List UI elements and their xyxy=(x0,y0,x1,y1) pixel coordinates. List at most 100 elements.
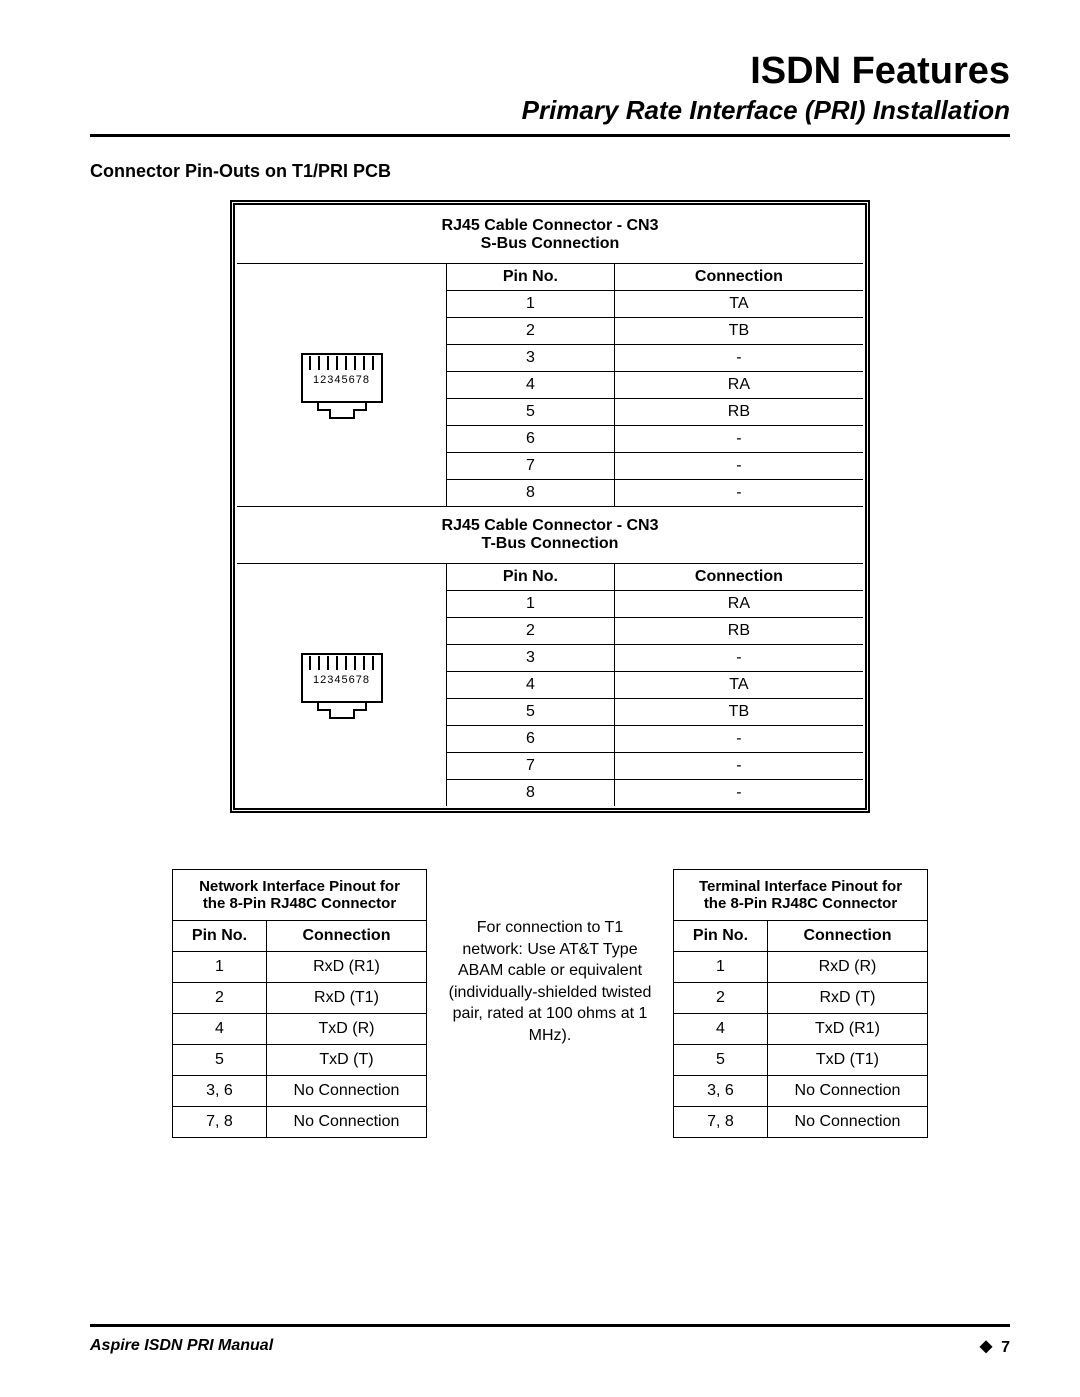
table-cell: 8 xyxy=(447,780,614,807)
terminal-interface-table: Terminal Interface Pinout for the 8-Pin … xyxy=(673,869,928,1138)
table-cell: - xyxy=(614,453,863,480)
table-cell: 3 xyxy=(447,345,614,372)
rj45-pin-numbers: 12345678 xyxy=(296,674,388,686)
net-col-pin: Pin No. xyxy=(173,921,267,952)
sbus-icon-cell: 12345678 xyxy=(237,264,447,506)
table-cell: RxD (R) xyxy=(767,952,927,983)
table-cell: 7 xyxy=(447,753,614,780)
table-cell: 4 xyxy=(173,1014,267,1045)
table-cell: 1 xyxy=(173,952,267,983)
tbus-col-conn: Connection xyxy=(614,564,863,591)
tbus-title-line1: RJ45 Cable Connector - CN3 xyxy=(442,517,659,534)
table-cell: - xyxy=(614,780,863,807)
table-cell: No Connection xyxy=(767,1076,927,1107)
table-cell: - xyxy=(614,480,863,507)
table-cell: 1 xyxy=(447,591,614,618)
term-col-conn: Connection xyxy=(767,921,927,952)
table-cell: TxD (R) xyxy=(266,1014,426,1045)
table-cell: RA xyxy=(614,591,863,618)
table-cell: RB xyxy=(614,399,863,426)
diamond-icon: ◆ xyxy=(980,1336,992,1356)
tbus-icon-cell: 12345678 xyxy=(237,564,447,806)
table-cell: 6 xyxy=(447,426,614,453)
table-cell: - xyxy=(614,426,863,453)
table-cell: RxD (T) xyxy=(767,983,927,1014)
rj45-icon: 12345678 xyxy=(296,648,388,722)
table-cell: RA xyxy=(614,372,863,399)
tbus-title-line2: T-Bus Connection xyxy=(482,535,619,552)
table-cell: RxD (R1) xyxy=(266,952,426,983)
net-col-conn: Connection xyxy=(266,921,426,952)
sbus-title: RJ45 Cable Connector - CN3 S-Bus Connect… xyxy=(237,207,863,264)
table-cell: RxD (T1) xyxy=(266,983,426,1014)
table-cell: 4 xyxy=(447,372,614,399)
table-cell: 3, 6 xyxy=(173,1076,267,1107)
table-cell: 7, 8 xyxy=(173,1107,267,1138)
page-title: ISDN Features xyxy=(90,50,1010,93)
table-cell: No Connection xyxy=(266,1076,426,1107)
sbus-col-conn: Connection xyxy=(614,264,863,291)
table-cell: - xyxy=(614,726,863,753)
tbus-data-table: Pin No. Connection 1RA 2RB 3- 4TA 5TB 6-… xyxy=(447,564,863,806)
table-cell: 2 xyxy=(447,318,614,345)
table-cell: 1 xyxy=(674,952,768,983)
tbus-title: RJ45 Cable Connector - CN3 T-Bus Connect… xyxy=(237,506,863,564)
table-cell: - xyxy=(614,753,863,780)
cn3-tables: RJ45 Cable Connector - CN3 S-Bus Connect… xyxy=(230,200,870,813)
table-cell: 7 xyxy=(447,453,614,480)
table-cell: 4 xyxy=(674,1014,768,1045)
table-cell: 2 xyxy=(447,618,614,645)
table-cell: 6 xyxy=(447,726,614,753)
table-cell: TxD (T1) xyxy=(767,1045,927,1076)
network-interface-table: Network Interface Pinout for the 8-Pin R… xyxy=(172,869,427,1138)
cn3-outer-table: RJ45 Cable Connector - CN3 S-Bus Connect… xyxy=(230,200,870,813)
table-cell: No Connection xyxy=(266,1107,426,1138)
terminal-table-title: Terminal Interface Pinout for the 8-Pin … xyxy=(674,870,928,921)
net-title-l2: the 8-Pin RJ48C Connector xyxy=(203,895,396,912)
page-number: 7 xyxy=(1001,1339,1010,1356)
table-cell: 5 xyxy=(447,699,614,726)
table-cell: - xyxy=(614,345,863,372)
table-cell: 4 xyxy=(447,672,614,699)
network-table-title: Network Interface Pinout for the 8-Pin R… xyxy=(173,870,427,921)
table-cell: 3 xyxy=(447,645,614,672)
term-col-pin: Pin No. xyxy=(674,921,768,952)
lower-tables-row: Network Interface Pinout for the 8-Pin R… xyxy=(90,869,1010,1138)
term-title-l2: the 8-Pin RJ48C Connector xyxy=(704,895,897,912)
table-cell: 7, 8 xyxy=(674,1107,768,1138)
sbus-col-pin: Pin No. xyxy=(447,264,614,291)
sbus-data-table: Pin No. Connection 1TA 2TB 3- 4RA 5RB 6-… xyxy=(447,264,863,506)
sbus-title-line1: RJ45 Cable Connector - CN3 xyxy=(442,217,659,234)
rj45-pin-numbers: 12345678 xyxy=(296,374,388,386)
rule-top xyxy=(90,134,1010,137)
section-heading: Connector Pin-Outs on T1/PRI PCB xyxy=(90,161,1010,182)
table-cell: TA xyxy=(614,672,863,699)
table-cell: 1 xyxy=(447,291,614,318)
table-cell: 3, 6 xyxy=(674,1076,768,1107)
tbus-col-pin: Pin No. xyxy=(447,564,614,591)
rj45-icon: 12345678 xyxy=(296,348,388,422)
table-cell: - xyxy=(614,645,863,672)
table-cell: 8 xyxy=(447,480,614,507)
table-cell: 2 xyxy=(173,983,267,1014)
footer: Aspire ISDN PRI Manual ◆ 7 xyxy=(90,1324,1010,1357)
page-subtitle: Primary Rate Interface (PRI) Installatio… xyxy=(90,95,1010,126)
net-title-l1: Network Interface Pinout for xyxy=(199,878,400,895)
table-cell: TxD (R1) xyxy=(767,1014,927,1045)
sbus-title-line2: S-Bus Connection xyxy=(481,235,620,252)
table-cell: TB xyxy=(614,318,863,345)
term-title-l1: Terminal Interface Pinout for xyxy=(699,878,902,895)
table-cell: RB xyxy=(614,618,863,645)
table-cell: No Connection xyxy=(767,1107,927,1138)
table-cell: TB xyxy=(614,699,863,726)
table-cell: 5 xyxy=(674,1045,768,1076)
table-cell: TA xyxy=(614,291,863,318)
footer-manual-name: Aspire ISDN PRI Manual xyxy=(90,1337,273,1357)
table-cell: 2 xyxy=(674,983,768,1014)
footer-page: ◆ 7 xyxy=(980,1337,1010,1357)
table-cell: 5 xyxy=(447,399,614,426)
rule-bottom xyxy=(90,1324,1010,1327)
table-cell: 5 xyxy=(173,1045,267,1076)
cable-note: For connection to T1 network: Use AT&T T… xyxy=(445,869,655,1047)
table-cell: TxD (T) xyxy=(266,1045,426,1076)
